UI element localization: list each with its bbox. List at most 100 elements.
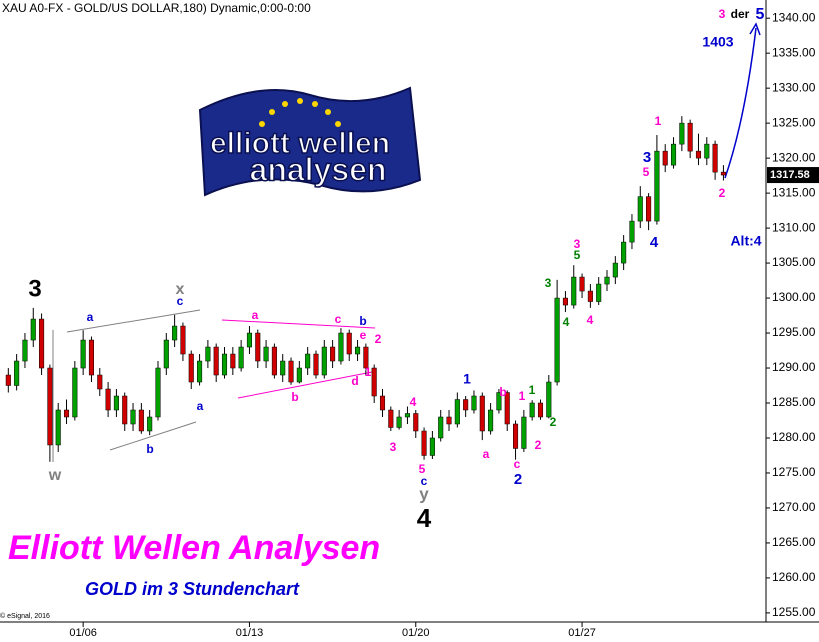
candle-body bbox=[22, 339, 28, 362]
candle-body bbox=[646, 196, 652, 222]
candle-body bbox=[205, 346, 211, 362]
wave-label: c bbox=[421, 474, 428, 488]
y-tick-label: 1275.00 bbox=[772, 465, 816, 479]
candle-body bbox=[55, 409, 61, 446]
x-tick-label: 01/13 bbox=[236, 627, 264, 639]
wave-label: 4 bbox=[650, 234, 659, 251]
candle-body bbox=[621, 241, 627, 264]
logo-flag bbox=[198, 86, 422, 197]
candle-body bbox=[172, 325, 178, 341]
candle-body bbox=[155, 367, 161, 418]
candle-body bbox=[122, 395, 128, 425]
candle-body bbox=[379, 395, 386, 411]
wave-label: Alt:4 bbox=[730, 233, 761, 249]
trend-line bbox=[66, 309, 201, 333]
candle-body bbox=[612, 262, 618, 278]
candle-body bbox=[246, 332, 252, 348]
wave-label: 3 bbox=[574, 237, 581, 251]
candle-body bbox=[720, 171, 726, 176]
candle-body bbox=[637, 196, 643, 222]
logo-stars bbox=[259, 98, 341, 127]
candle-body bbox=[562, 297, 568, 306]
candle-body bbox=[529, 402, 535, 418]
candle-body bbox=[39, 318, 45, 369]
candle-body bbox=[130, 409, 136, 425]
trend-lines bbox=[52, 22, 761, 462]
candle-body bbox=[579, 276, 585, 292]
candle-body bbox=[712, 143, 718, 173]
wave-label: 3 bbox=[545, 276, 552, 290]
candle-body bbox=[546, 381, 552, 418]
candle-body bbox=[438, 416, 444, 439]
y-tick-label: 1310.00 bbox=[772, 220, 816, 234]
wave-label: c bbox=[335, 312, 342, 326]
candle-body bbox=[363, 346, 369, 369]
candle-body bbox=[163, 339, 169, 369]
candle-body bbox=[521, 416, 527, 449]
forecast-arrow bbox=[724, 27, 757, 179]
trend-line bbox=[237, 371, 373, 399]
candle-body bbox=[30, 318, 36, 341]
candle-body bbox=[113, 395, 119, 411]
candle-body bbox=[421, 430, 427, 456]
chart-title: XAU A0-FX - GOLD/US DOLLAR,180) Dynamic,… bbox=[2, 1, 311, 15]
y-tick-label: 1270.00 bbox=[772, 500, 816, 514]
wave-label: 2 bbox=[535, 438, 542, 452]
candle-body bbox=[454, 399, 460, 425]
candle-body bbox=[197, 360, 203, 383]
x-tick-label: 01/27 bbox=[568, 627, 596, 639]
price-tag-label: 1317.58 bbox=[770, 169, 810, 181]
chart-subtitle: GOLD im 3 Stundenchart bbox=[85, 579, 300, 599]
candle-body bbox=[280, 360, 286, 376]
candle-body bbox=[662, 150, 668, 166]
candle-body bbox=[629, 220, 635, 243]
trend-line bbox=[221, 319, 376, 329]
wave-label: 1 bbox=[655, 114, 662, 128]
candle-body bbox=[471, 395, 477, 411]
brand-text: Elliott Wellen Analysen bbox=[8, 529, 380, 567]
wave-label: c bbox=[514, 457, 521, 471]
candle-body bbox=[695, 150, 702, 159]
candle-body bbox=[80, 339, 86, 369]
candle-body bbox=[188, 353, 194, 383]
candle-body bbox=[670, 143, 677, 166]
candle-body bbox=[413, 413, 419, 432]
candle-body bbox=[271, 346, 277, 376]
wave-label: b bbox=[499, 385, 506, 399]
wave-label: 3 bbox=[28, 275, 41, 302]
y-tick-label: 1320.00 bbox=[772, 150, 816, 164]
wave-label: a bbox=[483, 447, 490, 461]
y-tick-label: 1340.00 bbox=[772, 10, 816, 24]
wave-label: 1 bbox=[463, 371, 471, 387]
wave-label: 1 bbox=[365, 365, 372, 379]
wave-label: e bbox=[360, 328, 367, 342]
candle-body bbox=[238, 346, 244, 369]
wave-label: 5 bbox=[419, 462, 426, 476]
wave-label: 2 bbox=[719, 186, 726, 200]
candle-body bbox=[513, 423, 519, 449]
wave-label: 4 bbox=[563, 315, 570, 329]
wave-label: w bbox=[48, 467, 62, 484]
candle-body bbox=[679, 122, 685, 145]
wave-label: 4 bbox=[410, 395, 417, 409]
y-tick-label: 1325.00 bbox=[772, 115, 816, 129]
wave-label: 5 bbox=[574, 248, 581, 262]
logo-text: elliott wellen bbox=[210, 127, 390, 160]
wave-label: 5 bbox=[756, 6, 765, 23]
candle-body bbox=[14, 360, 20, 386]
candle-body bbox=[338, 332, 344, 362]
candle-body bbox=[147, 416, 153, 432]
candle-body bbox=[255, 332, 261, 362]
candle-body bbox=[371, 367, 377, 397]
logo-text: analysen bbox=[250, 151, 387, 187]
price-tag bbox=[767, 167, 819, 184]
wave-label: 3 bbox=[390, 440, 397, 454]
candle-body bbox=[47, 367, 53, 446]
candle-body bbox=[230, 353, 236, 369]
wave-label: der bbox=[731, 7, 750, 21]
candle-body bbox=[313, 353, 319, 376]
wave-label: b bbox=[291, 390, 298, 404]
candle-body bbox=[221, 353, 228, 376]
wave-label: 4 bbox=[587, 313, 594, 327]
